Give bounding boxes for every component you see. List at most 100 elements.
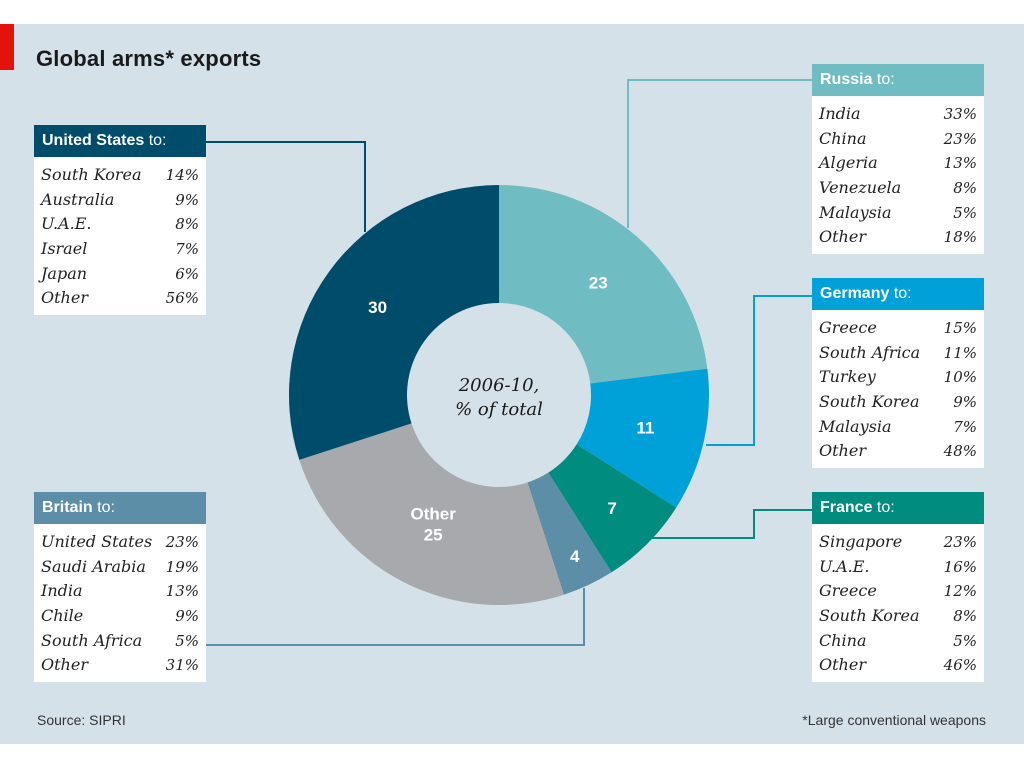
breakdown-row: Other 56% [41,286,199,311]
breakdown-row: United States 23% [41,530,199,555]
breakdown-row: Chile 9% [41,604,199,629]
breakdown-row: Venezuela 8% [819,176,977,201]
breakdown-row: Other 18% [819,225,977,250]
destination: China [819,630,867,650]
leader-line-france [650,509,812,539]
share: 12% [943,582,977,601]
slice-label-france: 7 [607,499,616,518]
breakdown-list: Singapore 23% U.A.E. 16% Greece 12% South K… [812,524,984,682]
breakdown-list: United States 23% Saudi Arabia 19% India 13… [34,524,206,682]
breakdown-country: United States [42,132,145,149]
share: 18% [943,228,977,247]
share: 8% [953,179,977,198]
chart-title: Global arms* exports [36,46,262,71]
source-note: Source: SIPRI [37,712,126,728]
slice-label-britain: 4 [570,547,580,566]
breakdown-row: South Korea 9% [819,390,977,415]
destination: Algeria [819,153,878,173]
leader-line-united-states [206,141,366,232]
breakdown-box-united-states: United States to: South Korea 14% Austral… [34,125,206,316]
breakdown-row: U.A.E. 8% [41,212,199,237]
breakdown-row: Japan 6% [41,262,199,287]
breakdown-box-germany: Germany to: Greece 15% South Africa 11% Tu… [812,278,984,469]
slice-labels: 23 11 7 4 Other 25 30 [368,273,654,566]
breakdown-country: Germany [820,285,890,302]
breakdown-row: South Korea 14% [41,163,199,188]
breakdown-header: Russia to: [812,64,984,96]
share: 13% [165,582,199,601]
destination: India [41,581,83,601]
destination: South Korea [41,165,142,184]
slice-britain [527,472,612,595]
breakdown-row: Other 31% [41,653,199,678]
destination: Chile [41,606,84,626]
slice-label-other: Other [410,505,456,524]
leader-line-germany [706,295,812,446]
breakdown-header: France to: [812,492,984,524]
breakdown-row: Greece 15% [819,316,977,341]
destination: Israel [41,239,88,259]
leader-line-britain [206,588,585,646]
breakdown-row: Australia 9% [41,188,199,213]
slice-label-russia: 23 [589,273,608,292]
destination: Malaysia [819,202,892,222]
share: 46% [943,656,977,675]
share: 5% [953,203,977,222]
breakdown-row: Turkey 10% [819,365,977,390]
destination: Other [41,288,88,308]
share: 9% [953,393,977,412]
destination: Other [819,227,866,247]
breakdown-row: India 33% [819,102,977,127]
breakdown-row: South Korea 8% [819,604,977,629]
destination: South Korea [819,606,920,626]
breakdown-row: Malaysia 5% [819,201,977,226]
destination: Turkey [819,367,876,387]
breakdown-row: U.A.E. 16% [819,555,977,580]
share: 5% [175,631,199,650]
destination: Venezuela [819,178,902,198]
breakdown-country: Russia [820,71,873,88]
breakdown-row: Other 46% [819,653,977,678]
breakdown-row: India 13% [41,579,199,604]
share: 8% [175,215,199,234]
donut-slices [289,185,710,605]
slice-label-other: 25 [424,526,443,545]
share: 19% [165,557,199,576]
share: 11% [943,343,977,362]
destination: Saudi Arabia [41,556,146,576]
destination: Other [819,441,866,461]
breakdown-suffix: to: [876,71,895,88]
breakdown-row: China 23% [819,127,977,152]
slice-germany [576,368,710,508]
center-label-line-2: % of total [455,399,543,420]
breakdown-suffix: to: [97,499,115,516]
share: 23% [943,533,977,551]
destination: United States [41,532,153,551]
slice-label-united-states: 30 [368,298,387,317]
share: 23% [943,129,977,148]
breakdown-box-britain: Britain to: United States 23% Saudi Arabi… [34,492,206,683]
center-label-line-1: 2006-10, [458,375,540,396]
slice-label-germany: 11 [636,419,654,438]
breakdown-box-russia: Russia to: India 33% China 23% Algeria 13% … [812,64,984,255]
breakdown-header: United States to: [34,125,206,157]
breakdown-row: China 5% [819,629,977,654]
share: 5% [953,631,977,650]
breakdown-suffix: to: [893,285,912,302]
share: 6% [175,264,199,283]
breakdown-box-france: France to: Singapore 23% U.A.E. 16% Greece… [812,492,984,683]
share: 9% [175,607,199,626]
share: 48% [943,442,977,461]
breakdown-list: South Korea 14% Australia 9% U.A.E. 8% Isra… [34,157,206,315]
destination: Singapore [819,532,903,551]
breakdown-row: Greece 12% [819,579,977,604]
destination: Greece [819,318,877,337]
destination: South Africa [819,342,921,362]
breakdown-row: Israel 7% [41,237,199,262]
destination: U.A.E. [41,214,92,234]
breakdown-country: Britain [42,499,93,516]
destination: Malaysia [819,416,892,436]
share: 31% [165,656,199,675]
breakdown-list: India 33% China 23% Algeria 13% Venezuela 8%… [812,96,984,254]
breakdown-row: Saudi Arabia 19% [41,555,199,580]
